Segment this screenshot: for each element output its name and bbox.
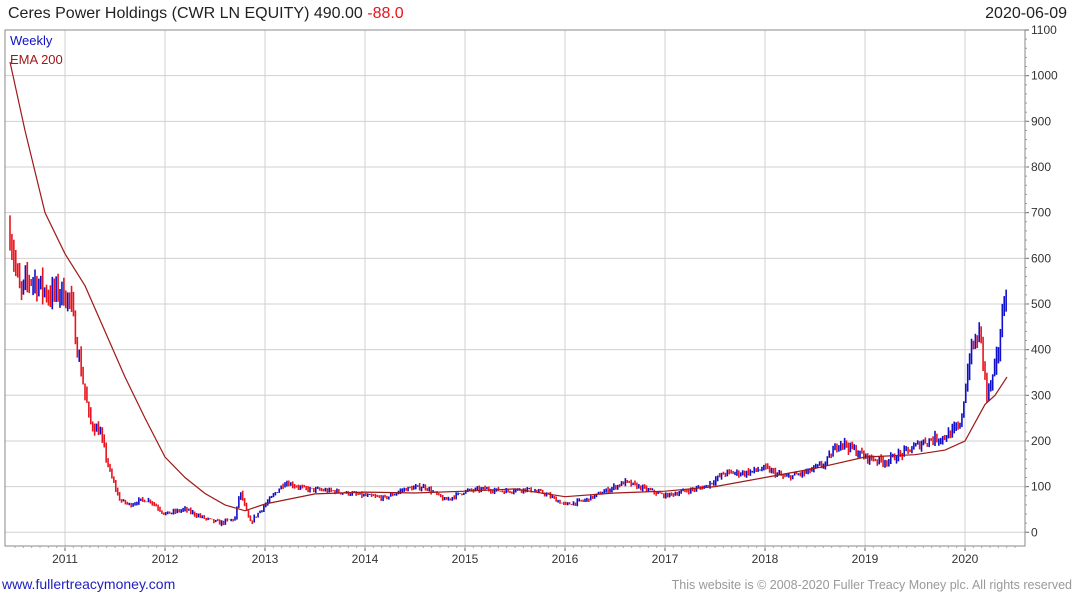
x-tick-label-2018: 2018 <box>752 552 779 566</box>
x-tick-label-2014: 2014 <box>352 552 379 566</box>
x-tick-label-2016: 2016 <box>552 552 579 566</box>
y-tick-label-700: 700 <box>1031 206 1051 220</box>
ema-200-line <box>9 61 1008 512</box>
title-text: Ceres Power Holdings (CWR LN EQUITY) 490… <box>8 5 363 22</box>
grid <box>5 29 1025 546</box>
x-tick-label-2015: 2015 <box>452 552 479 566</box>
x-tick-label-2017: 2017 <box>652 552 679 566</box>
y-tick-label-500: 500 <box>1031 297 1051 311</box>
price-bars <box>9 215 1007 527</box>
y-axis: 0 100 200 300 400 500 600 700 800 900 1000 1100 <box>1025 23 1058 539</box>
x-tick-label-2013: 2013 <box>252 552 279 566</box>
x-axis: 2011 2012 2013 2014 2015 2016 2017 2018 2019 2020 <box>14 546 1016 566</box>
x-tick-label-2011: 2011 <box>52 552 78 566</box>
y-tick-label-0: 0 <box>1031 525 1038 539</box>
price-change: -88.0 <box>367 5 404 22</box>
x-tick-label-2012: 2012 <box>152 552 179 566</box>
plot-frame <box>4 29 1026 547</box>
y-tick-label-800: 800 <box>1031 160 1051 174</box>
y-tick-label-1000: 1000 <box>1031 69 1058 83</box>
legend-weekly: Weekly <box>10 33 53 48</box>
legend-ema: EMA 200 <box>10 52 63 67</box>
y-tick-label-600: 600 <box>1031 251 1051 265</box>
y-tick-label-300: 300 <box>1031 388 1051 402</box>
y-tick-label-200: 200 <box>1031 434 1051 448</box>
chart-date: 2020-06-09 <box>985 5 1067 22</box>
y-tick-label-1100: 1100 <box>1031 23 1057 37</box>
x-tick-label-2019: 2019 <box>852 552 879 566</box>
footer-site-link[interactable]: www.fullertreacymoney.com <box>2 576 176 592</box>
footer-copyright: This website is © 2008-2020 Fuller Treac… <box>671 578 1072 592</box>
y-tick-label-400: 400 <box>1031 343 1051 357</box>
x-tick-label-2020: 2020 <box>952 552 979 566</box>
chart-title: Ceres Power Holdings (CWR LN EQUITY) 490… <box>8 5 404 23</box>
y-tick-label-900: 900 <box>1031 114 1051 128</box>
y-tick-label-100: 100 <box>1031 480 1051 494</box>
